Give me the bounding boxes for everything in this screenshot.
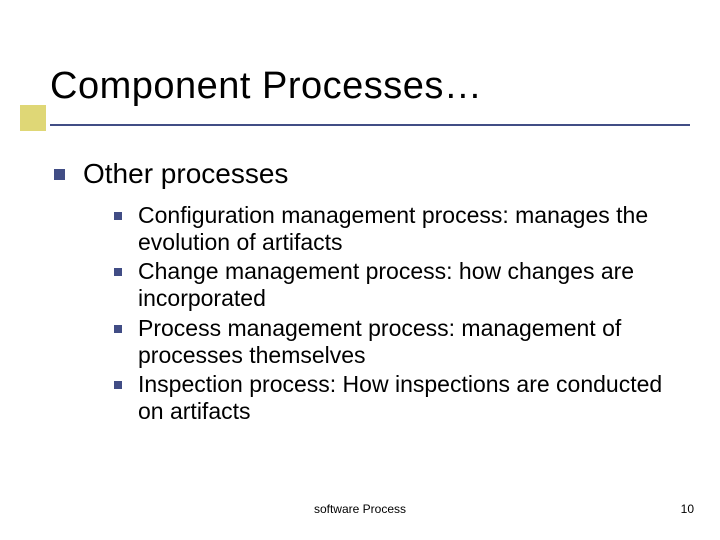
title-area: Component Processes…: [50, 65, 690, 126]
page-number: 10: [681, 502, 694, 516]
level2-text: Change management process: how changes a…: [138, 258, 674, 312]
square-bullet-icon: [114, 212, 122, 220]
title-underline: [50, 124, 690, 126]
level2-list: Configuration management process: manage…: [114, 202, 674, 425]
level2-text: Process management process: management o…: [138, 315, 674, 369]
list-item: Change management process: how changes a…: [114, 258, 674, 312]
level1-text: Other processes: [83, 158, 288, 190]
slide: Component Processes… Other processes Con…: [0, 0, 720, 540]
bullet-level1: Other processes: [54, 158, 674, 190]
list-item: Inspection process: How inspections are …: [114, 371, 674, 425]
list-item: Configuration management process: manage…: [114, 202, 674, 256]
content-area: Other processes Configuration management…: [54, 158, 674, 427]
square-bullet-icon: [114, 381, 122, 389]
slide-title: Component Processes…: [50, 65, 690, 118]
list-item: Process management process: management o…: [114, 315, 674, 369]
level2-text: Configuration management process: manage…: [138, 202, 674, 256]
square-bullet-icon: [114, 325, 122, 333]
square-bullet-icon: [114, 268, 122, 276]
level2-text: Inspection process: How inspections are …: [138, 371, 674, 425]
square-bullet-icon: [54, 169, 65, 180]
footer-text: software Process: [0, 502, 720, 516]
title-accent-box: [20, 105, 46, 131]
